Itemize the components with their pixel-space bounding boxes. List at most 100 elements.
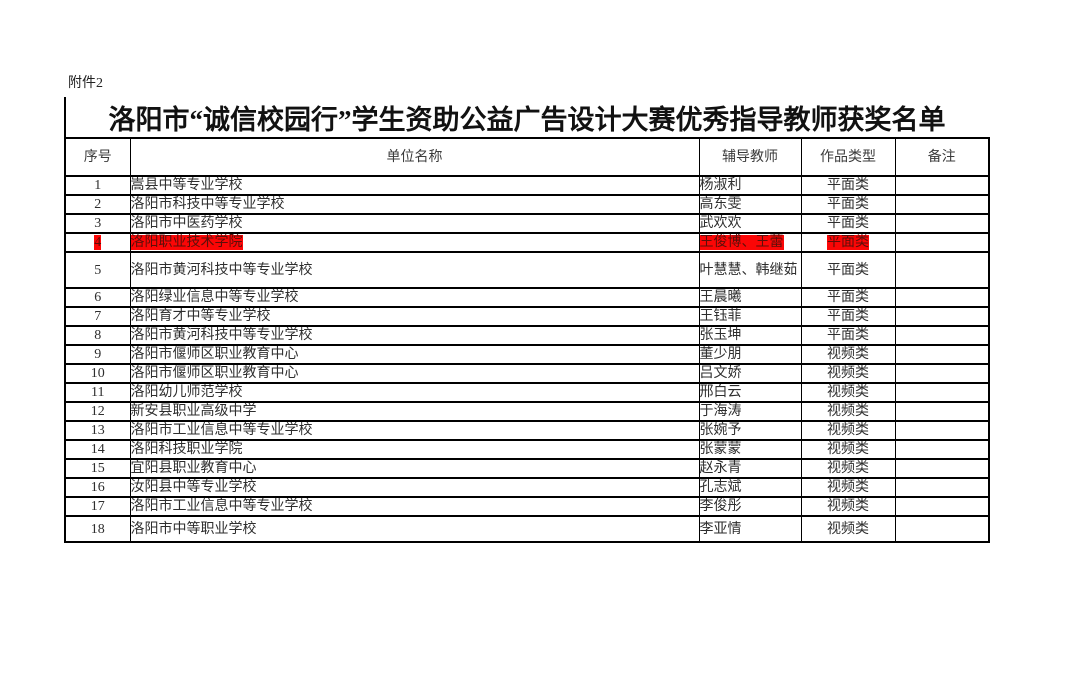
table-row: 1 嵩县中等专业学校 杨淑利 平面类 — [64, 175, 990, 196]
header-row: 序号 单位名称 辅导教师 作品类型 备注 — [64, 137, 990, 177]
cell-type: 视频类 — [800, 401, 896, 422]
table-row: 2 洛阳市科技中等专业学校 高东雯 平面类 — [64, 194, 990, 215]
cell-teacher: 李俊彤 — [698, 496, 802, 517]
cell-unit: 洛阳科技职业学院 — [129, 439, 700, 460]
cell-no: 16 — [64, 477, 131, 498]
cell-note — [894, 458, 990, 479]
cell-text: 视频类 — [827, 385, 869, 400]
cell-text: 平面类 — [827, 235, 869, 250]
cell-text: 邢白云 — [699, 385, 742, 400]
cell-teacher: 于海涛 — [698, 401, 802, 422]
cell-type: 视频类 — [800, 515, 896, 543]
cell-text: 武欢欢 — [699, 216, 742, 231]
cell-no: 9 — [64, 344, 131, 365]
cell-unit: 洛阳职业技术学院 — [129, 232, 700, 253]
cell-text: 平面类 — [827, 262, 869, 278]
cell-note — [894, 496, 990, 517]
attachment-label: 附件2 — [68, 76, 103, 91]
table-row: 13 洛阳市工业信息中等专业学校 张婉予 视频类 — [64, 420, 990, 441]
cell-text: 王俊博、王蕾 — [699, 235, 784, 250]
cell-teacher: 赵永青 — [698, 458, 802, 479]
cell-text: 孔志斌 — [699, 480, 742, 495]
table-row: 17 洛阳市工业信息中等专业学校 李俊彤 视频类 — [64, 496, 990, 517]
cell-text: 洛阳市中等职业学校 — [130, 521, 257, 537]
awards-table: 序号 单位名称 辅导教师 作品类型 备注 1 嵩县中等专业学校 杨淑利 平面类 2 洛阳市… — [64, 137, 990, 543]
cell-unit: 汝阳县中等专业学校 — [129, 477, 700, 498]
cell-type: 平面类 — [800, 287, 896, 308]
table-row: 6 洛阳绿业信息中等专业学校 王晨曦 平面类 — [64, 287, 990, 308]
cell-unit: 洛阳市中等职业学校 — [129, 515, 700, 543]
cell-text: 宜阳县职业教育中心 — [130, 461, 257, 476]
cell-teacher: 王钰菲 — [698, 306, 802, 327]
cell-type: 平面类 — [800, 251, 896, 289]
cell-unit: 洛阳绿业信息中等专业学校 — [129, 287, 700, 308]
cell-unit: 洛阳市中医药学校 — [129, 213, 700, 234]
cell-note — [894, 420, 990, 441]
cell-no: 15 — [64, 458, 131, 479]
cell-type: 视频类 — [800, 439, 896, 460]
cell-text: 15 — [90, 461, 105, 476]
cell-text: 董少朋 — [699, 347, 742, 362]
cell-type: 平面类 — [800, 213, 896, 234]
table-row: 3 洛阳市中医药学校 武欢欢 平面类 — [64, 213, 990, 234]
cell-type: 视频类 — [800, 477, 896, 498]
table-row: 12 新安县职业高级中学 于海涛 视频类 — [64, 401, 990, 422]
header-serial: 序号 — [64, 137, 131, 177]
header-teacher: 辅导教师 — [698, 137, 802, 177]
cell-text: 平面类 — [827, 309, 869, 324]
cell-teacher: 武欢欢 — [698, 213, 802, 234]
cell-text: 视频类 — [827, 423, 869, 438]
cell-teacher: 邢白云 — [698, 382, 802, 403]
cell-text: 杨淑利 — [699, 178, 742, 193]
cell-no: 6 — [64, 287, 131, 308]
header-note: 备注 — [894, 137, 990, 177]
cell-unit: 洛阳幼儿师范学校 — [129, 382, 700, 403]
table-row: 18 洛阳市中等职业学校 李亚情 视频类 — [64, 515, 990, 543]
header-unit: 单位名称 — [129, 137, 700, 177]
cell-unit: 洛阳市偃师区职业教育中心 — [129, 344, 700, 365]
cell-no: 12 — [64, 401, 131, 422]
cell-text: 视频类 — [827, 499, 869, 514]
table-row: 9 洛阳市偃师区职业教育中心 董少朋 视频类 — [64, 344, 990, 365]
cell-teacher: 张婉予 — [698, 420, 802, 441]
cell-text: 赵永青 — [699, 461, 742, 476]
cell-text: 18 — [90, 521, 105, 537]
cell-text: 视频类 — [827, 366, 869, 381]
cell-text: 张玉坤 — [699, 328, 742, 343]
cell-text: 汝阳县中等专业学校 — [130, 480, 257, 495]
cell-note — [894, 251, 990, 289]
cell-unit: 洛阳市工业信息中等专业学校 — [129, 420, 700, 441]
header-type: 作品类型 — [800, 137, 896, 177]
cell-text: 5 — [94, 262, 102, 278]
cell-type: 视频类 — [800, 382, 896, 403]
cell-text: 张蒙蒙 — [699, 442, 742, 457]
cell-type: 视频类 — [800, 458, 896, 479]
cell-note — [894, 382, 990, 403]
cell-text: 于海涛 — [699, 404, 742, 419]
cell-unit: 洛阳市工业信息中等专业学校 — [129, 496, 700, 517]
cell-no: 7 — [64, 306, 131, 327]
cell-text: 洛阳市中医药学校 — [130, 216, 243, 231]
cell-type: 视频类 — [800, 344, 896, 365]
cell-text: 14 — [90, 442, 105, 457]
table-row: 11 洛阳幼儿师范学校 邢白云 视频类 — [64, 382, 990, 403]
cell-text: 视频类 — [827, 347, 869, 362]
cell-text: 嵩县中等专业学校 — [130, 178, 243, 193]
cell-text: 洛阳科技职业学院 — [130, 442, 243, 457]
cell-note — [894, 232, 990, 253]
table-row: 5 洛阳市黄河科技中等专业学校 叶慧慧、韩继茹 平面类 — [64, 251, 990, 289]
cell-text: 8 — [94, 328, 102, 343]
cell-no: 8 — [64, 325, 131, 346]
cell-text: 吕文娇 — [699, 366, 742, 381]
cell-type: 视频类 — [800, 363, 896, 384]
cell-note — [894, 363, 990, 384]
cell-unit: 洛阳市黄河科技中等专业学校 — [129, 325, 700, 346]
cell-unit: 洛阳市科技中等专业学校 — [129, 194, 700, 215]
cell-text: 平面类 — [827, 178, 869, 193]
cell-no: 3 — [64, 213, 131, 234]
cell-note — [894, 194, 990, 215]
cell-note — [894, 515, 990, 543]
cell-text: 11 — [91, 385, 105, 400]
cell-text: 10 — [90, 366, 105, 381]
